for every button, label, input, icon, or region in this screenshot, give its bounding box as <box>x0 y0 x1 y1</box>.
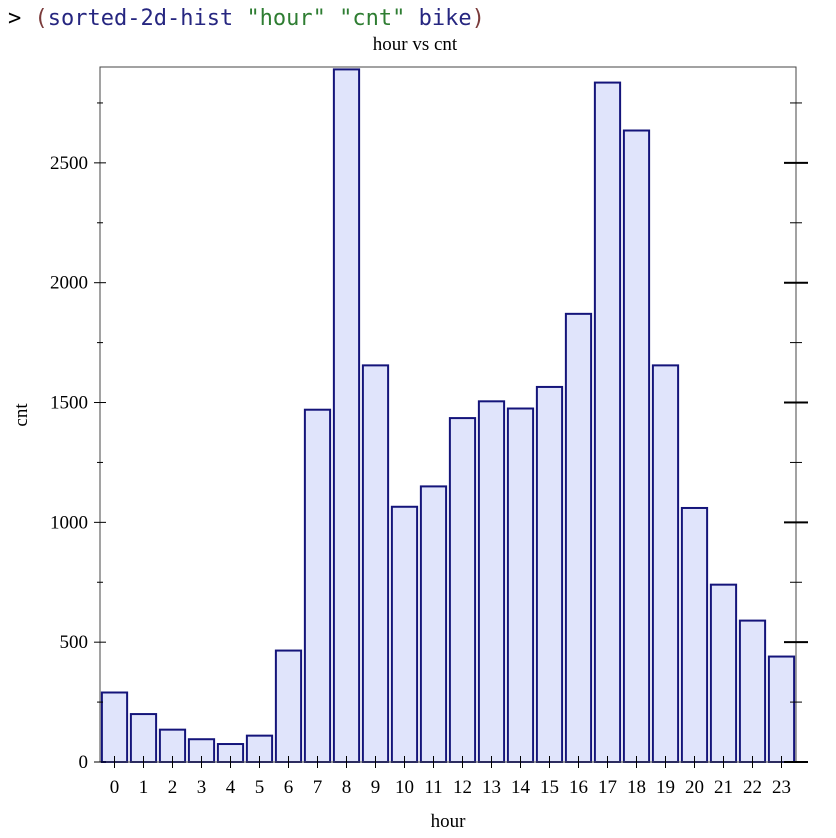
bar-hour-15 <box>535 385 564 763</box>
plot-frame <box>99 66 797 763</box>
x-tick-label: 20 <box>685 777 704 798</box>
bar-hour-9 <box>361 364 390 763</box>
x-tick-label: 18 <box>627 777 646 798</box>
x-tick-label: 12 <box>453 777 472 798</box>
x-tick-label: 6 <box>284 777 294 798</box>
bar-hour-22 <box>738 619 767 763</box>
bars-group <box>100 68 796 764</box>
bar-hour-12 <box>448 417 477 763</box>
y-tick-label: 1000 <box>50 512 88 533</box>
bar-hour-7 <box>303 408 332 763</box>
bar-hour-11 <box>419 485 448 763</box>
y-axis: 0 500 1000 1500 2000 2500 <box>50 102 808 773</box>
bar-hour-6 <box>274 649 303 763</box>
bar-hour-14 <box>506 407 535 763</box>
y-tick-label: 1500 <box>50 393 88 414</box>
function-name: sorted-2d-hist <box>47 6 234 31</box>
x-tick-label: 13 <box>482 777 501 798</box>
x-tick-label: 7 <box>313 777 323 798</box>
x-tick-label: 3 <box>197 777 207 798</box>
x-tick-label: 8 <box>342 777 352 798</box>
argument-y-column: "cnt" <box>339 6 406 31</box>
open-paren: ( <box>34 6 48 31</box>
x-tick-label: 5 <box>255 777 265 798</box>
x-tick-label: 2 <box>168 777 178 798</box>
x-tick-label: 22 <box>743 777 762 798</box>
y-axis-title: cnt <box>11 403 32 427</box>
x-tick-label: 4 <box>226 777 236 798</box>
x-tick-label: 9 <box>371 777 381 798</box>
x-tick-label: 15 <box>540 777 559 798</box>
bar-hour-19 <box>651 364 680 763</box>
bar-hour-18 <box>622 129 651 763</box>
bar-hour-13 <box>477 400 506 763</box>
repl-command-line: > (sorted-2d-hist "hour" "cnt" bike) <box>8 2 485 36</box>
y-tick-label: 500 <box>60 632 89 653</box>
bar-hour-1 <box>129 713 158 764</box>
bar-hour-23 <box>767 655 796 763</box>
bar-hour-16 <box>564 312 593 763</box>
x-axis-title: hour <box>431 811 467 832</box>
x-tick-label: 14 <box>511 777 531 798</box>
x-tick-label: 11 <box>424 777 442 798</box>
x-tick-label: 10 <box>395 777 414 798</box>
x-axis: 0 1 2 3 4 5 6 7 8 9 10 11 12 13 14 15 16 17 18 19 20 21 22 23 <box>110 756 791 798</box>
bar-hour-21 <box>709 583 738 763</box>
close-paren: ) <box>471 6 485 31</box>
x-tick-label: 16 <box>569 777 588 798</box>
x-tick-label: 0 <box>110 777 120 798</box>
bar-hour-8 <box>332 68 361 763</box>
bar-hour-17 <box>593 81 622 763</box>
x-tick-label: 19 <box>656 777 675 798</box>
x-tick-label: 17 <box>598 777 617 798</box>
x-tick-label: 23 <box>772 777 791 798</box>
x-tick-label: 21 <box>714 777 733 798</box>
bar-hour-20 <box>680 506 709 763</box>
y-tick-label: 2000 <box>50 273 88 294</box>
bar-hour-10 <box>390 505 419 763</box>
x-tick-label: 1 <box>139 777 149 798</box>
repl-prompt: > <box>8 6 22 31</box>
argument-x-column: "hour" <box>246 6 326 31</box>
bar-hour-0 <box>100 691 129 763</box>
y-tick-label: 0 <box>79 752 89 773</box>
chart-title: hour vs cnt <box>373 34 458 55</box>
y-tick-label: 2500 <box>50 153 88 174</box>
argument-dataset: bike <box>418 6 472 31</box>
